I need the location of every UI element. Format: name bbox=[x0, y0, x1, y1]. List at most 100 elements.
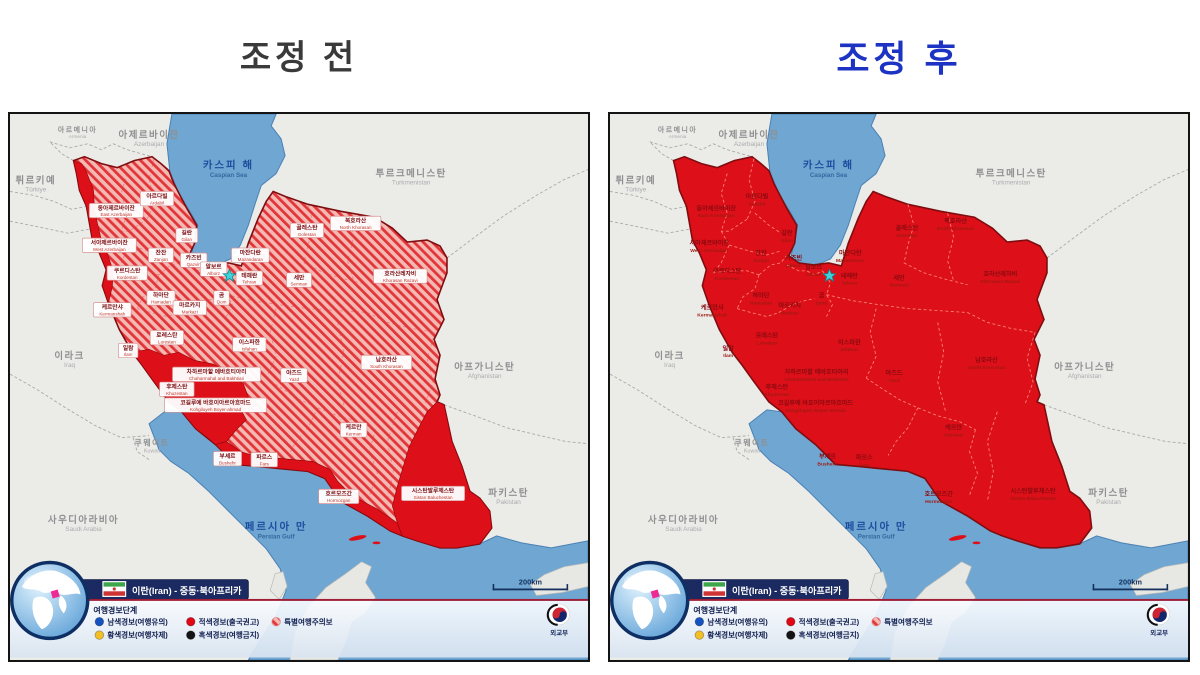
svg-text:Golestan: Golestan bbox=[298, 232, 317, 237]
svg-text:Afghanistan: Afghanistan bbox=[468, 373, 502, 380]
region-title: 이란(Iran) - 중동·북아프리카 bbox=[732, 585, 842, 596]
svg-text:Khorasan Razavi: Khorasan Razavi bbox=[980, 279, 1021, 285]
svg-text:Hamadan: Hamadan bbox=[151, 300, 171, 305]
svg-text:Alborz: Alborz bbox=[806, 272, 822, 278]
svg-text:케르만: 케르만 bbox=[346, 423, 363, 431]
svg-text:Persian Gulf: Persian Gulf bbox=[858, 533, 896, 540]
svg-text:마르카지: 마르카지 bbox=[778, 302, 801, 310]
svg-text:아르다빌: 아르다빌 bbox=[746, 192, 769, 200]
svg-text:Gilan: Gilan bbox=[781, 238, 793, 244]
svg-text:Isfahan: Isfahan bbox=[242, 346, 257, 351]
svg-text:코길루예 바호이아르아흐마드: 코길루예 바호이아르아흐마드 bbox=[778, 399, 854, 407]
svg-text:Armenia: Armenia bbox=[669, 134, 687, 140]
svg-text:튀르키예: 튀르키예 bbox=[15, 174, 56, 185]
svg-text:Kermanshah: Kermanshah bbox=[99, 312, 125, 317]
title-after-adjustment: 조정 후 bbox=[836, 38, 962, 79]
svg-text:일람: 일람 bbox=[723, 344, 735, 352]
svg-text:Lorestan: Lorestan bbox=[158, 339, 176, 344]
scale-bar: 200km bbox=[1092, 578, 1169, 591]
svg-text:흑색경보(여행금지): 흑색경보(여행금지) bbox=[799, 630, 860, 640]
svg-text:동아제르바이잔: 동아제르바이잔 bbox=[98, 204, 136, 212]
svg-text:외교부: 외교부 bbox=[550, 628, 568, 637]
svg-text:Zanjan: Zanjan bbox=[154, 257, 168, 262]
svg-text:North Khorasan: North Khorasan bbox=[340, 225, 372, 230]
svg-text:파키스탄: 파키스탄 bbox=[488, 487, 529, 498]
svg-text:길란: 길란 bbox=[781, 229, 793, 237]
svg-text:Kuwait: Kuwait bbox=[144, 448, 161, 454]
svg-text:Markazi: Markazi bbox=[182, 310, 198, 315]
svg-text:Qazvin: Qazvin bbox=[786, 263, 802, 269]
svg-text:Gilan: Gilan bbox=[181, 237, 192, 242]
svg-text:야즈드: 야즈드 bbox=[886, 369, 903, 377]
legend-item: 특별여행주의보 bbox=[271, 616, 333, 627]
svg-text:Isfahan: Isfahan bbox=[841, 347, 858, 353]
svg-text:이스파한: 이스파한 bbox=[239, 338, 261, 346]
svg-text:Mazandaran: Mazandaran bbox=[238, 257, 264, 262]
country-label: 튀르키예 Türkiye bbox=[615, 174, 656, 194]
svg-text:테헤란: 테헤란 bbox=[241, 271, 258, 279]
svg-text:흑색경보(여행금지): 흑색경보(여행금지) bbox=[199, 630, 260, 640]
tehran-star-icon bbox=[821, 268, 837, 283]
svg-text:쿠르디스탄: 쿠르디스탄 bbox=[713, 267, 742, 275]
svg-text:카스피 해: 카스피 해 bbox=[803, 159, 854, 172]
map-before-adjustment: 카스피 해 Caspian Sea 페르시아 만 Persian Gulf 아르메니아 A… bbox=[8, 112, 590, 662]
svg-text:Fars: Fars bbox=[260, 461, 270, 466]
svg-text:파르스: 파르스 bbox=[856, 453, 873, 461]
svg-text:Fars: Fars bbox=[859, 462, 870, 468]
svg-text:특별여행주의보: 특별여행주의보 bbox=[284, 616, 333, 626]
svg-text:후제스탄: 후제스탄 bbox=[166, 382, 188, 390]
svg-text:카스피 해: 카스피 해 bbox=[203, 159, 254, 172]
svg-text:Kerman: Kerman bbox=[346, 432, 362, 437]
svg-text:Caspian Sea: Caspian Sea bbox=[210, 172, 248, 179]
svg-text:호라산레자비: 호라산레자비 bbox=[983, 270, 1017, 278]
legend-item: 적색경보(출국권고) bbox=[786, 616, 860, 627]
svg-text:West Azerbaijan: West Azerbaijan bbox=[93, 247, 126, 252]
svg-text:Chaharmahal and Bakhtiari: Chaharmahal and Bakhtiari bbox=[189, 376, 244, 381]
svg-text:부셰르: 부셰르 bbox=[220, 452, 237, 460]
country-label: 튀르키예 Türkiye bbox=[15, 174, 56, 193]
svg-text:Sistan Baluchestan: Sistan Baluchestan bbox=[1010, 496, 1056, 502]
svg-text:시스탄발루체스탄: 시스탄발루체스탄 bbox=[1010, 487, 1056, 495]
svg-text:Türkiye: Türkiye bbox=[625, 187, 646, 194]
svg-text:마잔다란: 마잔다란 bbox=[839, 249, 862, 257]
svg-text:Azerbaijan: Azerbaijan bbox=[734, 141, 765, 148]
svg-text:Kordestan: Kordestan bbox=[715, 276, 740, 282]
svg-text:튀르키예: 튀르키예 bbox=[615, 174, 656, 185]
svg-text:아제르바이잔: 아제르바이잔 bbox=[119, 129, 180, 140]
svg-text:하마단: 하마단 bbox=[752, 292, 769, 300]
legend-item: 남색경보(여행유의) bbox=[694, 616, 768, 627]
svg-text:하마단: 하마단 bbox=[153, 291, 170, 299]
svg-text:황색경보(여행자제): 황색경보(여행자제) bbox=[107, 630, 168, 640]
